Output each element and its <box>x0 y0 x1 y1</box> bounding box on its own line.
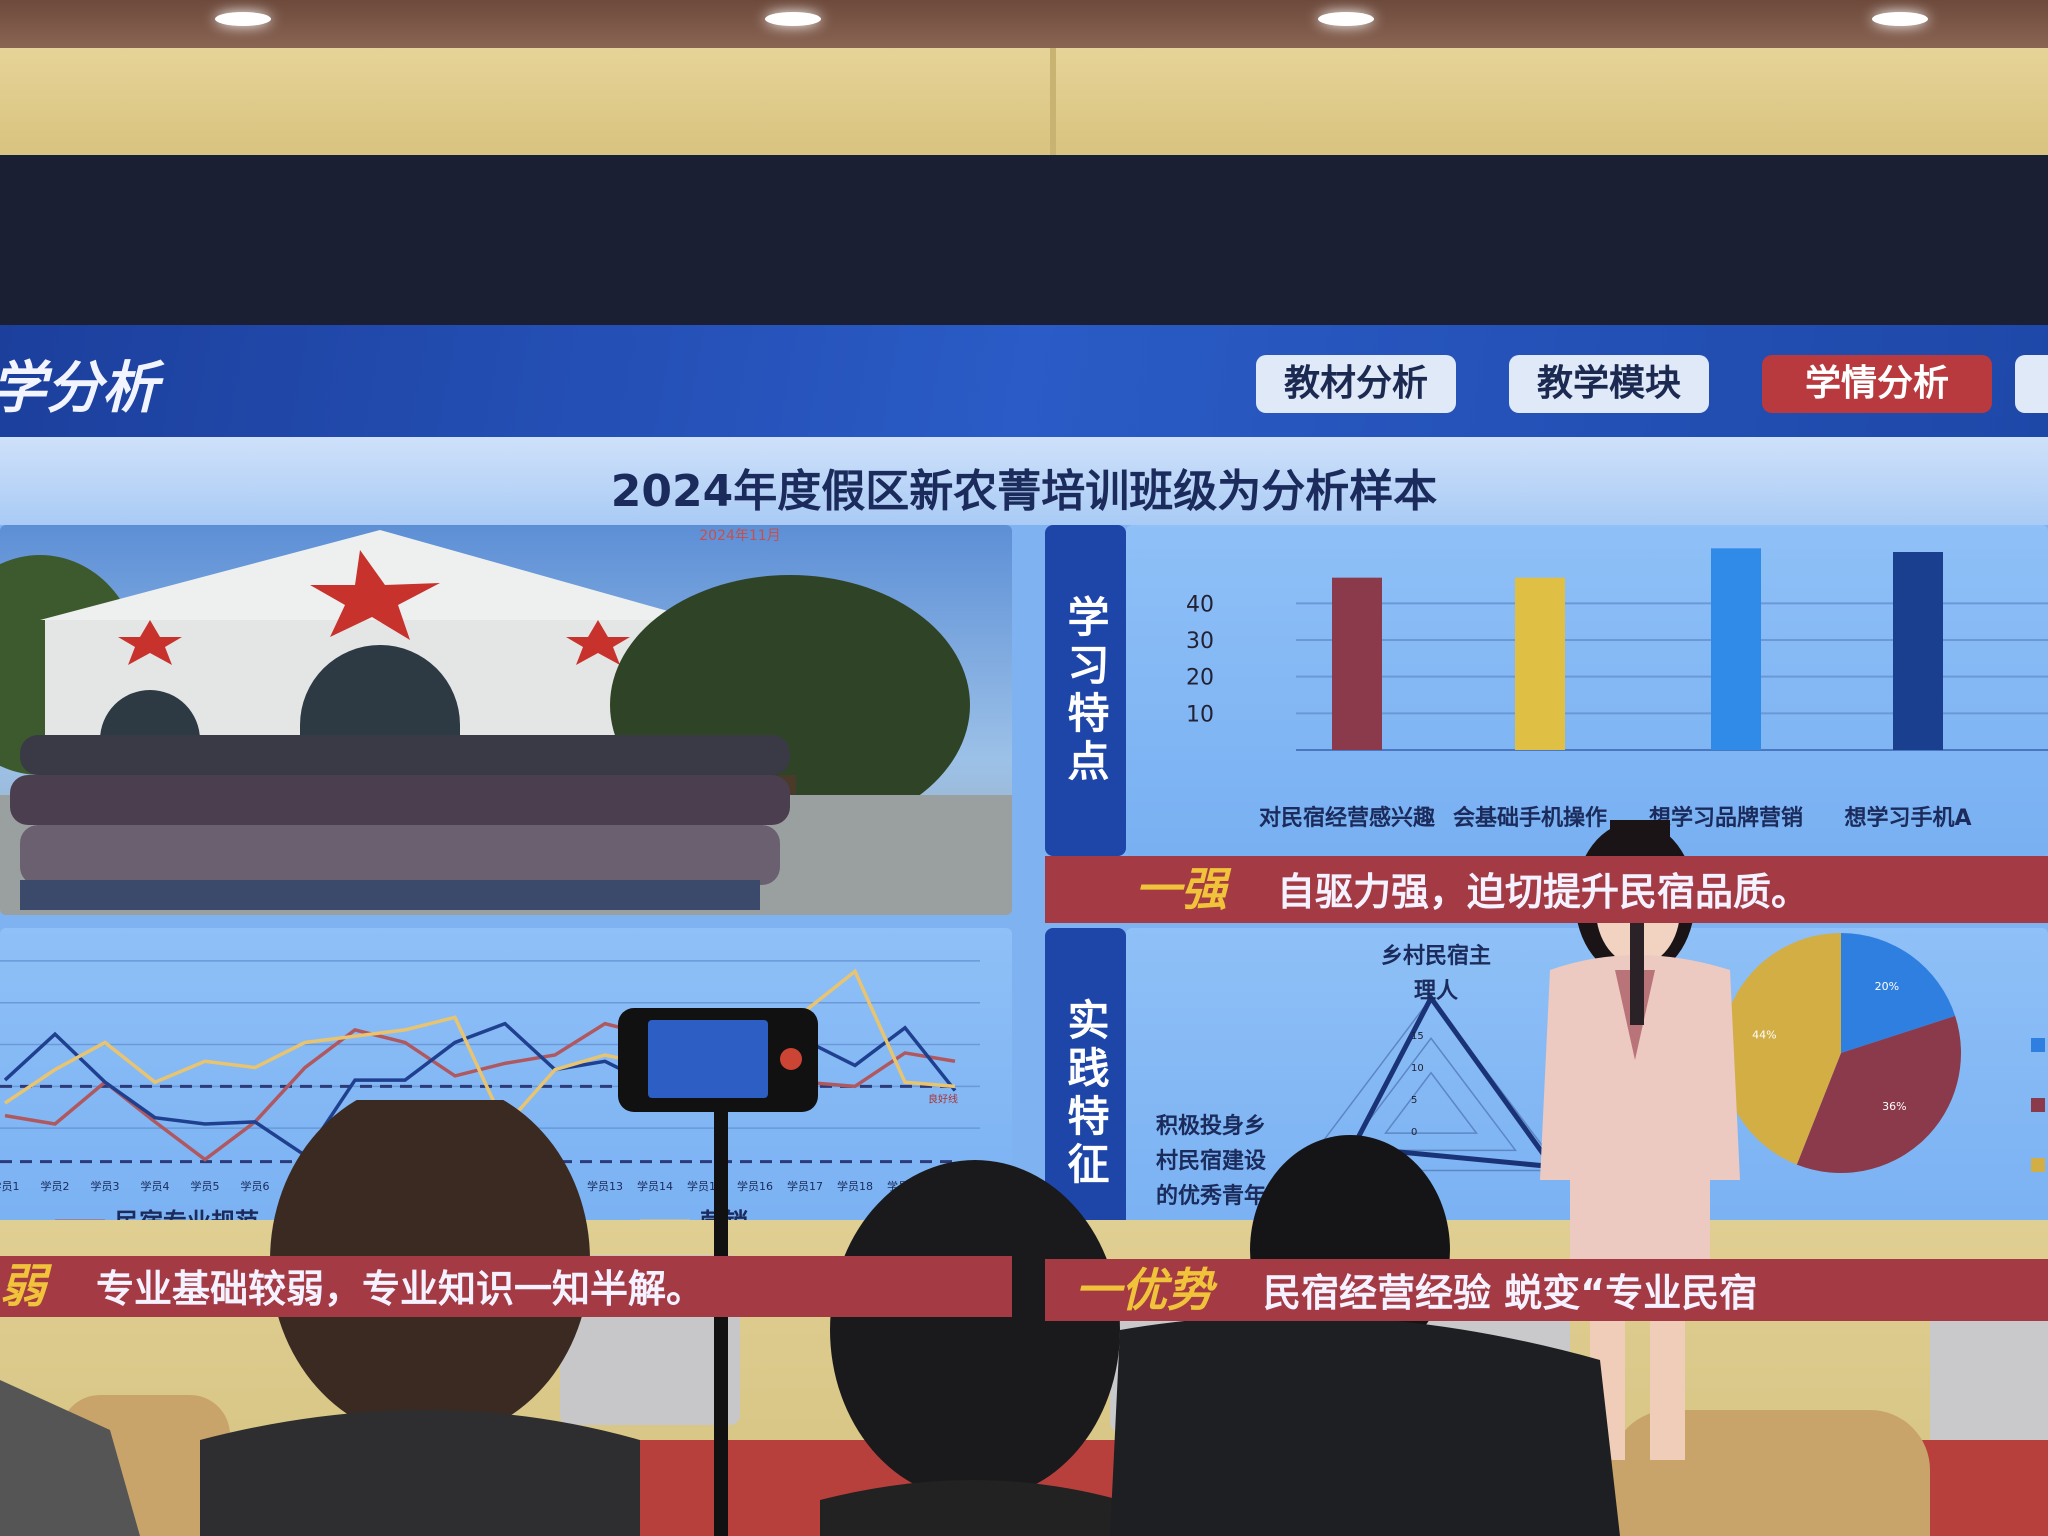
wall <box>0 48 2048 160</box>
pie-label: 44% <box>1752 1028 1776 1041</box>
radar-grid <box>1344 1037 1518 1152</box>
x-tick-label: 学员5 <box>191 1179 220 1193</box>
nav-teaching-module[interactable]: 教学模块 <box>1509 355 1709 413</box>
radar-tick: 5 <box>1411 1095 1417 1106</box>
x-tick-label: 学员13 <box>587 1179 623 1193</box>
x-tick-label: 学员17 <box>787 1179 823 1193</box>
tripod-pole <box>714 1100 728 1536</box>
x-tick-label: 学员16 <box>737 1179 773 1193</box>
slide-title: 2024年度假区新农菁培训班级为分析样本 <box>610 466 1438 517</box>
bar-2 <box>1711 548 1761 750</box>
audience-head <box>830 1160 1120 1500</box>
x-tick-label: 学员6 <box>241 1179 270 1193</box>
bar-chart-panel: 10 20 30 40 对民宿经营感兴趣 会基础手机操作 想学习品牌营销 想学习手机A <box>1126 525 2048 856</box>
y-tick-label: 10 <box>1186 702 1214 727</box>
pie-legend-swatch <box>2031 1038 2045 1052</box>
x-tick-label: 想学习品牌营销 <box>1649 805 1803 831</box>
y-tick-label: 30 <box>1186 629 1214 654</box>
strength-text: 自驱力强，迫切提升民宿品质。 <box>1277 870 1810 914</box>
weakness-lead: 弱 <box>0 1259 46 1313</box>
slide-header: 学分析 教材分析 教学模块 学情分析 <box>0 325 2048 437</box>
pie-label: 20% <box>1875 980 1899 993</box>
pie-legend-swatch <box>2031 1098 2045 1112</box>
radar-series <box>1349 993 1558 1170</box>
radar-axis-label: 理人 <box>1414 979 1458 1004</box>
advantage-lead: 一优势 <box>1075 1263 1213 1317</box>
advantage-text: 民宿经营经验 蜕变“专业民宿 <box>1263 1271 1758 1315</box>
pie-slice-0 <box>1841 933 1956 1053</box>
pie-slice-2 <box>1721 933 1841 1165</box>
record-button <box>780 1048 802 1070</box>
radar-tick: 15 <box>1411 1031 1424 1042</box>
ceiling-light <box>765 12 821 26</box>
bar-1 <box>1515 577 1565 750</box>
phone-screen <box>648 1020 768 1098</box>
people-group <box>10 735 790 910</box>
ceiling-light <box>1318 12 1374 26</box>
practice-side-label: 实践特征 <box>1045 928 1126 1259</box>
y-tick-label: 20 <box>1186 666 1214 691</box>
advantage-strip: 一优势 民宿经营经验 蜕变“专业民宿 <box>1045 1259 2048 1321</box>
nav-next[interactable] <box>2015 355 2048 413</box>
radar-axis-label: 村民宿建设 <box>1156 1148 1266 1174</box>
x-tick-label: 会基础手机操作 <box>1453 805 1607 831</box>
pie-legend-swatch <box>2031 1158 2045 1172</box>
photo-illustration: 2024年11月 <box>0 528 1012 915</box>
ceiling-light <box>215 12 271 26</box>
nav-learner-analysis[interactable]: 学情分析 <box>1762 355 1992 413</box>
phone-on-tripod <box>618 1008 818 1112</box>
x-tick-label: 学员2 <box>41 1179 70 1193</box>
strength-lead: 一强 <box>1135 862 1227 916</box>
radar-tick: 10 <box>1411 1063 1424 1074</box>
ceiling <box>0 0 2048 48</box>
x-tick-label: 学员14 <box>637 1179 673 1193</box>
header-title: 学分析 <box>0 356 158 421</box>
x-tick-label: 想学习手机A <box>1844 805 1971 831</box>
radar-axis-label: 乡村民宿主 <box>1381 943 1491 969</box>
radar-grid <box>1383 1071 1479 1134</box>
x-tick-label: 学员4 <box>141 1179 170 1193</box>
radar-axis-label: 的优秀青年 <box>1156 1183 1266 1209</box>
weakness-strip: 弱 专业基础较弱，专业知识一知半解。 <box>0 1256 1012 1317</box>
radar-tick: 0 <box>1411 1127 1417 1138</box>
y-tick-label: 40 <box>1186 592 1214 617</box>
reference-line-label: 良好线 <box>928 1092 958 1105</box>
wall-seam <box>1050 48 1056 160</box>
strength-strip: 一强 自驱力强，迫切提升民宿品质。 <box>1045 856 2048 923</box>
bar-3 <box>1893 552 1943 750</box>
bar-0 <box>1332 577 1382 750</box>
x-tick-label: 学员3 <box>91 1179 120 1193</box>
audience-shoulder <box>0 1380 140 1536</box>
x-tick-label: 学员1 <box>0 1179 20 1193</box>
class-group-photo: 2024年11月 <box>0 525 1012 915</box>
photo-date: 2024年11月 <box>699 528 780 544</box>
radar-axis-label: 积极投身乡 <box>1156 1113 1266 1139</box>
pie-slice-1 <box>1796 1015 1961 1173</box>
title-band: 2024年度假区新农菁培训班级为分析样本 <box>0 437 2048 525</box>
pie-label: 36% <box>1882 1100 1906 1113</box>
nav-teaching-material[interactable]: 教材分析 <box>1256 355 1456 413</box>
learning-side-label: 学习特点 <box>1045 525 1126 856</box>
ceiling-light <box>1872 12 1928 26</box>
x-tick-label: 学员18 <box>837 1179 873 1193</box>
bar-chart: 10 20 30 40 对民宿经营感兴趣 会基础手机操作 想学习品牌营销 想学习手机A <box>1186 548 2048 831</box>
x-tick-label: 对民宿经营感兴趣 <box>1259 805 1435 831</box>
weakness-text: 专业基础较弱，专业知识一知半解。 <box>96 1267 705 1311</box>
